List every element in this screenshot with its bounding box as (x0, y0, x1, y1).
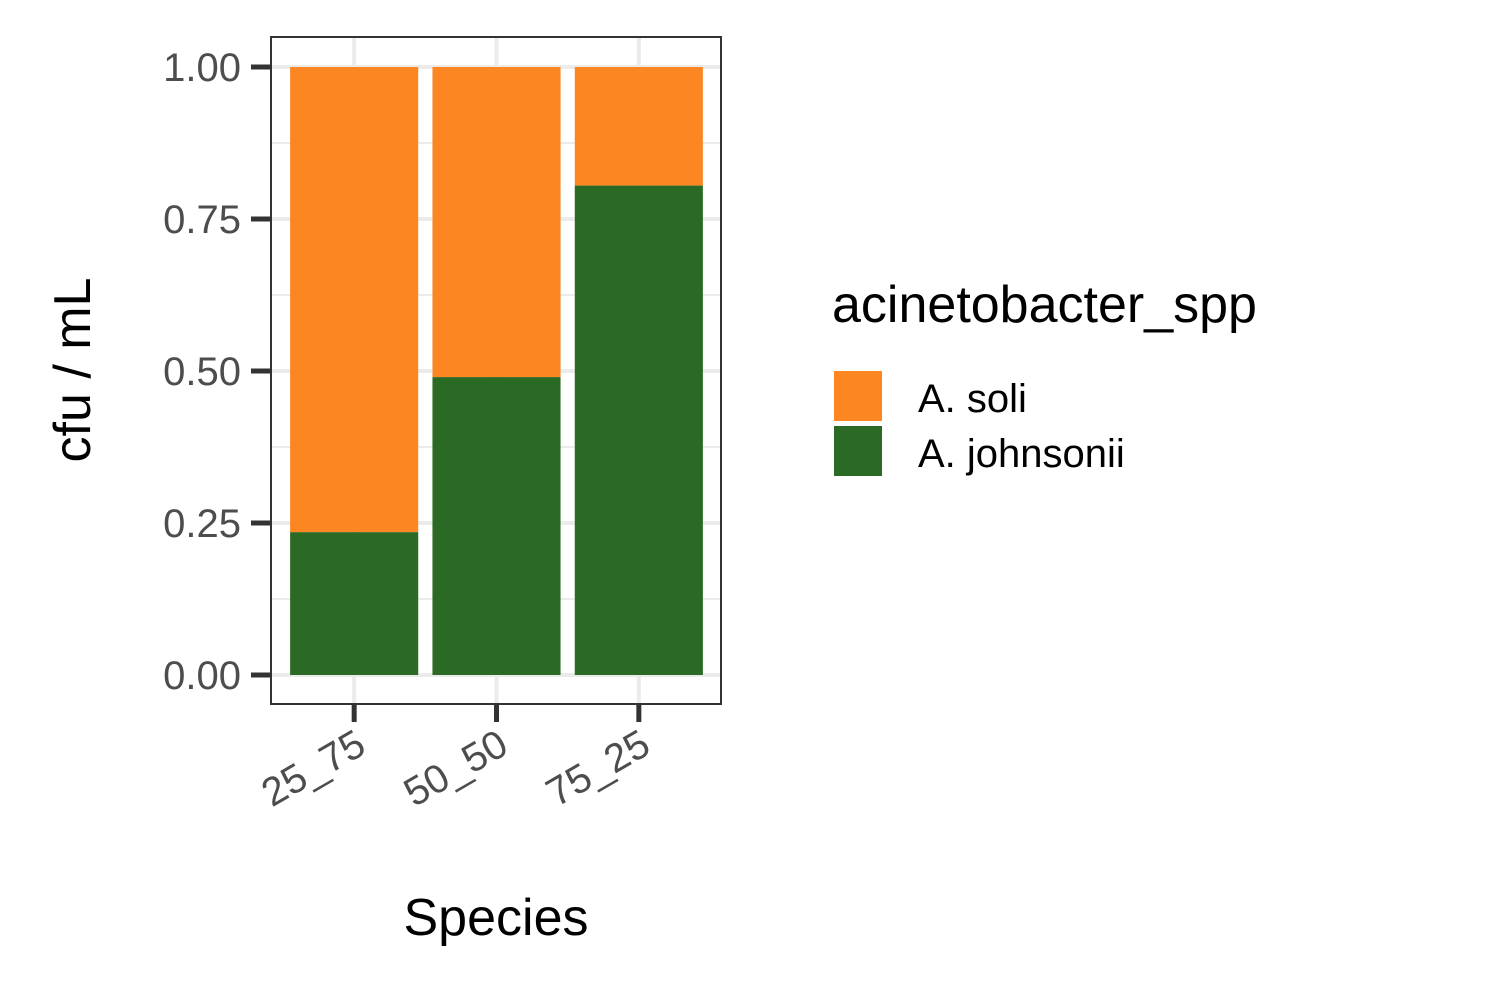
legend: acinetobacter_spp A. soli A. johnsonii (832, 276, 1257, 476)
y-tick-label: 0.75 (163, 198, 241, 242)
y-tick-label: 0.50 (163, 350, 241, 394)
legend-label: A. soli (918, 377, 1027, 421)
x-tick-label: 50_50 (397, 722, 515, 816)
bars (290, 67, 703, 675)
x-tick-label: 25_75 (254, 722, 372, 816)
legend-label: A. johnsonii (918, 432, 1125, 476)
y-axis-title: cfu / mL (44, 278, 102, 463)
bar-75_25-a-johnsonii (574, 185, 703, 675)
y-tick-label: 0.00 (163, 654, 241, 698)
x-tick-label: 75_25 (539, 722, 657, 816)
legend-swatch (834, 426, 882, 476)
y-tick-label: 1.00 (163, 46, 241, 90)
x-axis: 25_75 50_50 75_25 (254, 704, 657, 815)
x-axis-title: Species (404, 889, 589, 947)
legend-swatch (834, 371, 882, 421)
bar-50_50-a-johnsonii (432, 377, 561, 675)
bar-25_75-a-johnsonii (290, 532, 419, 675)
y-axis: 0.00 0.25 0.50 0.75 1.00 (163, 46, 271, 698)
y-tick-label: 0.25 (163, 502, 241, 546)
bar-25_75-a-soli (290, 67, 419, 533)
legend-title: acinetobacter_spp (832, 276, 1257, 334)
bar-50_50-a-soli (432, 67, 561, 378)
bar-75_25-a-soli (574, 67, 703, 186)
